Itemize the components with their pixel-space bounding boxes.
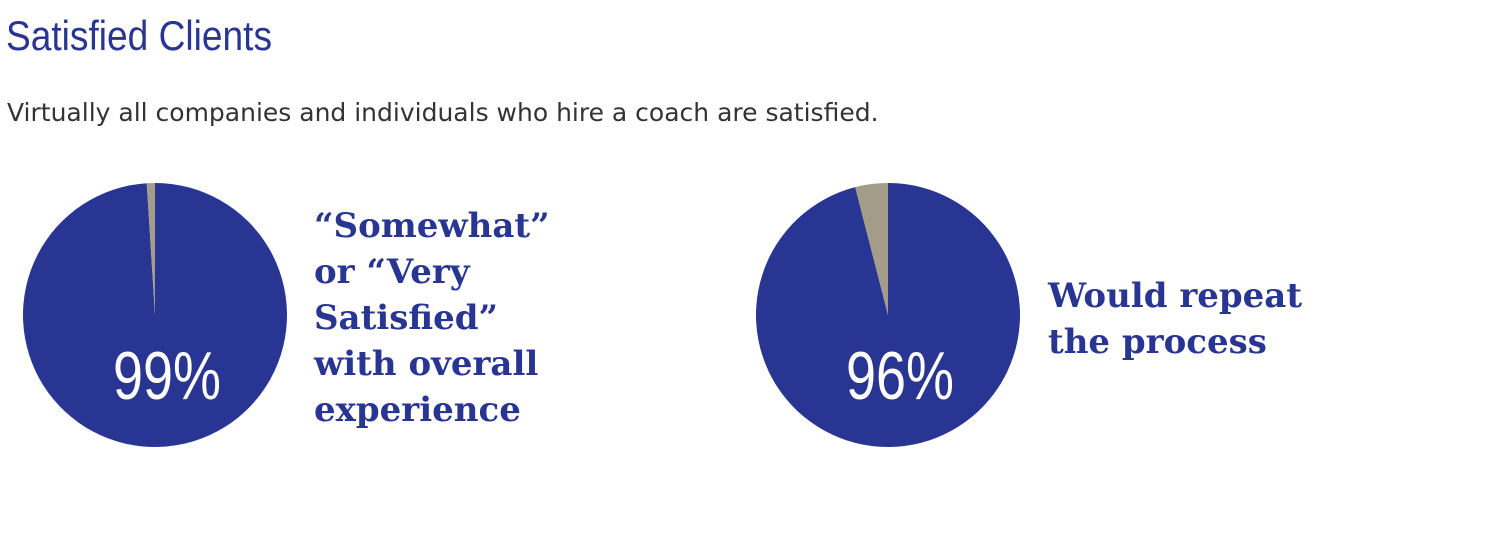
page-title: Satisfied Clients bbox=[6, 12, 272, 59]
caption-line: Would repeat bbox=[1047, 276, 1302, 316]
value-label: 99% bbox=[113, 338, 221, 414]
page-subtitle: Virtually all companies and individuals … bbox=[7, 98, 879, 127]
pie-slice bbox=[23, 183, 288, 447]
pie-slice bbox=[146, 183, 155, 315]
value-label: 96% bbox=[846, 338, 954, 414]
pie-slice bbox=[855, 183, 888, 315]
caption-line: with overall bbox=[313, 344, 538, 384]
caption-line: experience bbox=[314, 390, 521, 430]
caption-line: or “Very bbox=[314, 252, 471, 292]
caption-line: “Somewhat” bbox=[314, 206, 550, 246]
caption-line: Satisfied” bbox=[314, 298, 498, 338]
caption-line: the process bbox=[1048, 322, 1267, 362]
